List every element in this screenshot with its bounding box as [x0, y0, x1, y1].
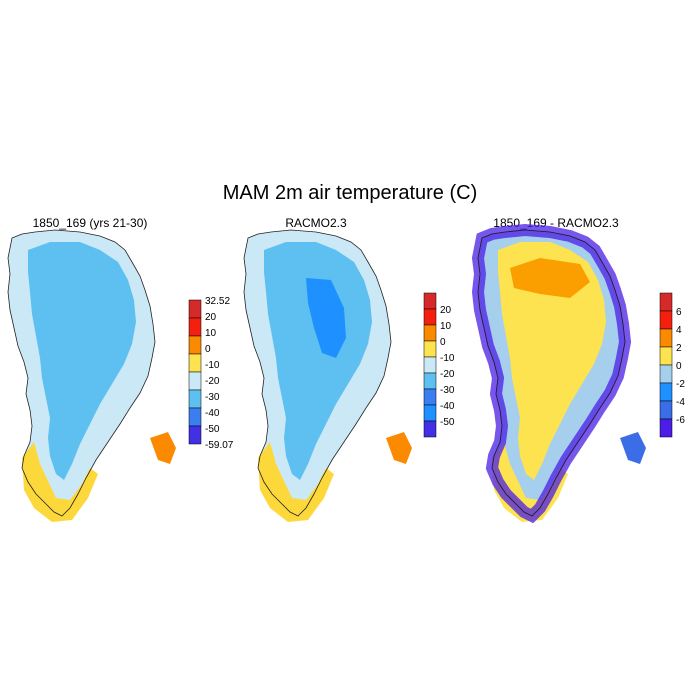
colorbar-tick-label: -20 — [440, 369, 455, 380]
colorbar-tick-label: 20 — [440, 305, 452, 316]
colorbar-swatch — [423, 340, 437, 358]
colorbar-tick-label: 0 — [440, 337, 446, 348]
colorbar-tick-label: 6 — [676, 307, 682, 318]
map-panel-2 — [243, 229, 412, 522]
colorbar-tick-label: -2 — [676, 379, 685, 390]
coastline-overlay — [477, 229, 626, 517]
colorbar-tick-label: -30 — [205, 392, 220, 403]
colorbar-swatch — [188, 425, 202, 445]
colorbar-tick-label: -59.07 — [205, 440, 234, 451]
colorbar-swatch — [423, 420, 437, 438]
colorbar-swatch — [423, 308, 437, 326]
map-panel-1 — [7, 229, 176, 522]
south-coast — [258, 442, 334, 522]
colorbar-swatch — [188, 407, 202, 427]
colorbar-tick-label: 20 — [205, 312, 217, 323]
colorbar-tick-label: -20 — [205, 376, 220, 387]
colorbar-tick-label: 10 — [440, 321, 452, 332]
colorbar-swatch — [188, 389, 202, 409]
colorbar-swatch — [188, 299, 202, 319]
ice-interior — [28, 242, 136, 480]
colorbar-tick-label: -10 — [440, 353, 455, 364]
colorbar-swatch — [659, 382, 673, 402]
colorbar-1: 32.52 20 10 0 -10 -20 -30 -40 -50 -59.07 — [188, 296, 234, 451]
colorbar-swatch — [423, 404, 437, 422]
colorbar-3: 6 4 2 0 -2 -4 -6 — [659, 292, 685, 438]
colorbar-tick-label: 0 — [676, 361, 682, 372]
panel-1-title: 1850_169 (yrs 21-30) — [32, 216, 148, 230]
colorbar-2: 20 10 0 -10 -20 -30 -40 -50 — [423, 292, 455, 438]
colorbar-tick-label: -10 — [205, 360, 220, 371]
southeast-region — [620, 432, 646, 464]
colorbar-swatch — [423, 388, 437, 406]
south-coast — [22, 442, 98, 522]
map-panel-3 — [471, 223, 646, 524]
southeast-region — [386, 432, 412, 464]
colorbar-swatch — [423, 356, 437, 374]
colorbar-tick-label: -4 — [676, 397, 685, 408]
colorbar-swatch — [423, 372, 437, 390]
colorbar-tick-label: 32.52 — [205, 296, 230, 307]
colorbar-tick-label: 10 — [205, 328, 217, 339]
colorbar-tick-label: -50 — [205, 424, 220, 435]
colorbar-tick-label: 2 — [676, 343, 682, 354]
ice-interior — [498, 242, 606, 480]
colorbar-swatch — [188, 371, 202, 391]
colorbar-swatch — [188, 353, 202, 373]
colorbar-swatch — [423, 292, 437, 310]
colorbar-swatch — [659, 346, 673, 366]
southeast-region — [150, 432, 176, 464]
colorbar-tick-label: 0 — [205, 344, 211, 355]
colorbar-tick-label: 4 — [676, 325, 682, 336]
colorbar-tick-label: -40 — [205, 408, 220, 419]
colorbar-tick-label: -50 — [440, 417, 455, 428]
ice-interior — [264, 242, 372, 480]
colorbar-tick-label: -40 — [440, 401, 455, 412]
summit-region — [306, 278, 346, 358]
coastline — [7, 229, 156, 517]
figure-title: MAM 2m air temperature (C) — [222, 182, 478, 204]
colorbar-swatch — [659, 400, 673, 420]
colorbar-swatch — [659, 328, 673, 348]
colorbar-swatch — [188, 335, 202, 355]
colorbar-swatch — [423, 324, 437, 342]
colorbar-swatch — [188, 317, 202, 337]
colorbar-tick-label: -30 — [440, 385, 455, 396]
coastline — [243, 229, 392, 517]
colorbar-tick-label: -6 — [676, 415, 685, 426]
colorbar-swatch — [659, 310, 673, 330]
colorbar-swatch — [659, 418, 673, 438]
colorbar-swatch — [659, 364, 673, 384]
north-region — [510, 258, 590, 298]
colorbar-swatch — [659, 292, 673, 312]
panel-2-title: RACMO2.3 — [285, 216, 347, 230]
